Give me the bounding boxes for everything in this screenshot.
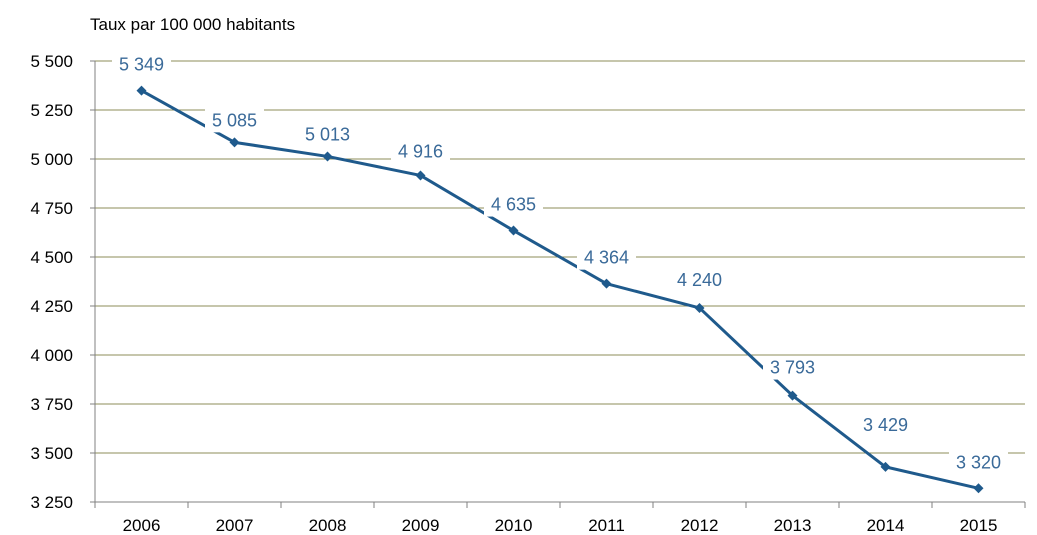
data-labels: 5 349 5 085 5 013 4 916 4 635 4 364 4 240 3 793… [112, 53, 1008, 475]
data-label-background [577, 246, 636, 270]
y-axis-ticks: 3 250 3 500 3 750 4 000 4 250 4 500 4 750 5 000… [30, 52, 95, 512]
y-tick-label: 4 750 [30, 199, 73, 218]
data-point-marker [973, 483, 984, 494]
data-label-background [484, 193, 543, 217]
data-label: 5 013 [305, 124, 350, 144]
data-point-marker [880, 461, 891, 472]
data-point-marker [694, 302, 705, 313]
y-tick-label: 3 500 [30, 444, 73, 463]
y-tick-label: 4 250 [30, 297, 73, 316]
data-label-background [298, 123, 357, 147]
y-axis-label: Taux par 100 000 habitants [90, 15, 295, 34]
data-point-marker [508, 225, 519, 236]
data-point-marker [415, 170, 426, 181]
x-tick-label: 2011 [588, 516, 625, 535]
data-point-marker [229, 137, 240, 148]
y-tick-label: 5 500 [30, 52, 73, 71]
data-label: 5 349 [119, 55, 164, 75]
data-label-background [856, 413, 915, 437]
data-point-marker [601, 278, 612, 289]
x-tick-label: 2010 [495, 516, 533, 535]
data-label: 3 793 [770, 358, 815, 378]
data-label-background [112, 53, 171, 77]
y-tick-label: 3 250 [30, 493, 73, 512]
x-tick-label: 2008 [309, 516, 347, 535]
data-point-marker [136, 85, 147, 96]
x-tick-label: 2014 [867, 516, 905, 535]
data-label-background [670, 268, 729, 292]
data-point-marker [787, 390, 798, 401]
data-label-background [763, 356, 822, 380]
y-tick-label: 5 250 [30, 101, 73, 120]
y-tick-label: 3 750 [30, 395, 73, 414]
series-line [136, 85, 984, 494]
y-tick-label: 4 500 [30, 248, 73, 267]
data-label-background [949, 451, 1008, 475]
series-line-path [140, 89, 979, 490]
x-tick-label: 2006 [123, 516, 161, 535]
x-tick-label: 2009 [402, 516, 440, 535]
x-tick-label: 2012 [681, 516, 719, 535]
data-label: 3 320 [956, 452, 1001, 472]
data-label: 4 364 [584, 248, 629, 268]
x-tick-label: 2015 [960, 516, 998, 535]
data-label: 4 916 [398, 141, 443, 161]
data-label: 4 240 [677, 270, 722, 290]
data-label-background [205, 109, 264, 133]
data-label-background [391, 140, 450, 164]
data-label: 3 429 [863, 415, 908, 435]
x-axis-ticks: 2006 2007 2008 2009 2010 2011 2012 2013 2014 2015 [94, 502, 1026, 535]
data-label: 5 085 [212, 110, 257, 130]
y-tick-label: 5 000 [30, 150, 73, 169]
data-point-marker [322, 151, 333, 162]
y-tick-label: 4 000 [30, 346, 73, 365]
x-tick-label: 2007 [216, 516, 254, 535]
x-tick-label: 2013 [774, 516, 812, 535]
data-label: 4 635 [491, 195, 536, 215]
